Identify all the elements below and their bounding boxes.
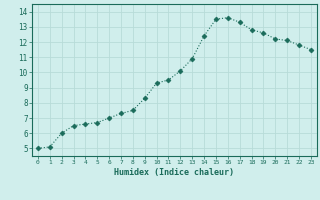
X-axis label: Humidex (Indice chaleur): Humidex (Indice chaleur) — [115, 168, 234, 177]
